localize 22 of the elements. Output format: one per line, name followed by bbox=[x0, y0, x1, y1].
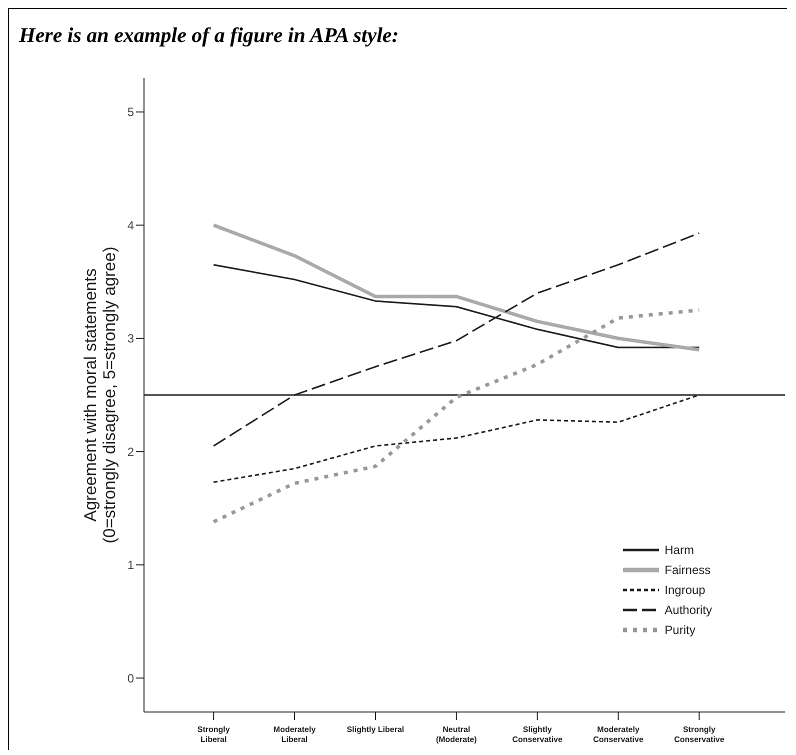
x-tick-label: Moderately Conservative bbox=[593, 725, 644, 744]
line-series bbox=[212, 223, 701, 352]
legend-label: Fairness bbox=[664, 563, 711, 577]
y-axis-title: Agreement with moral statements (0=strongly disagree, 5=strongly agree) bbox=[81, 246, 119, 544]
legend-label: Harm bbox=[664, 543, 694, 557]
y-tick-label: 0 bbox=[127, 671, 134, 686]
legend-label: Ingroup bbox=[664, 583, 706, 597]
x-tick-label: Slightly Conservative bbox=[512, 725, 564, 744]
legend-label: Purity bbox=[664, 623, 696, 637]
x-tick-label: Moderately Liberal bbox=[273, 725, 316, 744]
x-tick-label: Strongly Conservative bbox=[674, 725, 725, 744]
line-series bbox=[212, 308, 701, 524]
y-tick-label: 3 bbox=[127, 332, 134, 346]
chart-title: Here is an example of a figure in APA style: bbox=[18, 22, 400, 49]
y-tick-label: 1 bbox=[127, 558, 134, 572]
legend-label: Authority bbox=[664, 603, 712, 617]
x-tick-label: Strongly Liberal bbox=[197, 725, 230, 744]
y-tick-label: 4 bbox=[127, 218, 134, 232]
y-tick-label: 5 bbox=[127, 105, 134, 120]
x-tick-label: Neutral (Moderate) bbox=[436, 725, 478, 744]
y-tick-label: 2 bbox=[127, 444, 134, 459]
x-tick-label: Slightly Liberal bbox=[346, 725, 404, 734]
